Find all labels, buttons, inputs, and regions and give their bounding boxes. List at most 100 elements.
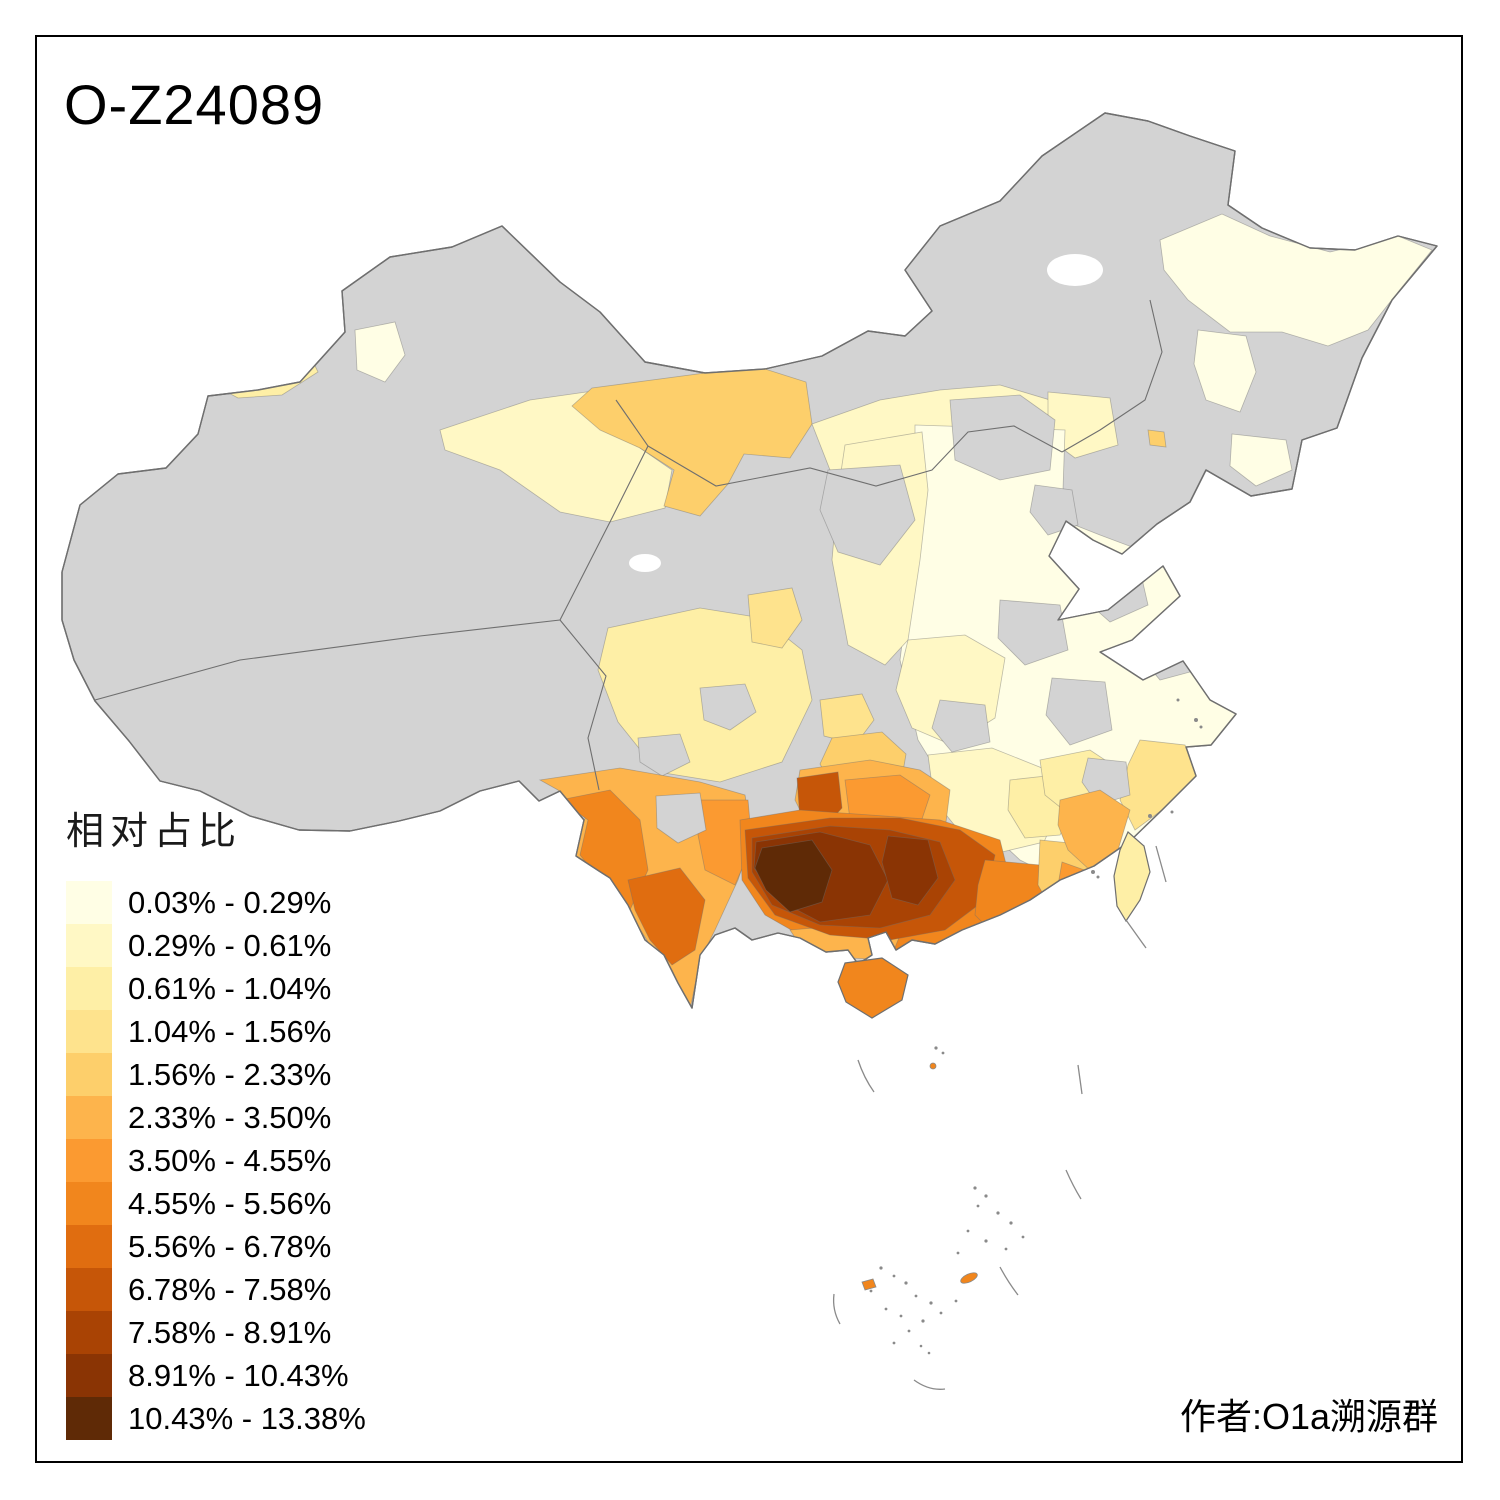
region-grey-6 (931, 699, 991, 753)
legend-swatch (66, 1354, 112, 1397)
legend-class-label: 0.61% - 1.04% (128, 970, 332, 1006)
legend-row: 0.29% - 0.61% (66, 924, 366, 967)
scs-orange-island (960, 1272, 978, 1284)
island-dot (904, 1281, 908, 1285)
region-hotspot-core (754, 839, 833, 913)
region-grey-5 (1045, 677, 1113, 746)
legend-swatch (66, 1010, 112, 1053)
region-gansu-south-orange (747, 587, 803, 649)
legend-swatch (66, 967, 112, 1010)
island-dot (1004, 1247, 1008, 1251)
legend-class-label: 0.03% - 0.29% (128, 884, 332, 920)
region-grey-8 (819, 464, 916, 566)
region-grey-10 (637, 733, 691, 777)
island-dot (954, 1299, 958, 1303)
scs-orange-island (929, 1062, 937, 1070)
island-dot (1199, 725, 1203, 729)
province-border-line (94, 619, 561, 701)
region-jilin-pale (1229, 433, 1293, 487)
region-grey-1 (949, 394, 1056, 481)
island-dot (934, 1046, 938, 1050)
legend-class-label: 10.43% - 13.38% (128, 1400, 366, 1436)
island-dot (976, 1204, 980, 1208)
legend-class-label: 2.33% - 3.50% (128, 1099, 332, 1135)
legend-row: 1.56% - 2.33% (66, 1053, 366, 1096)
island-dot (956, 1251, 960, 1255)
legend-class-label: 6.78% - 7.58% (128, 1271, 332, 1307)
island-dot (884, 1307, 888, 1311)
legend-class-label: 8.91% - 10.43% (128, 1357, 349, 1393)
island-dot (892, 1341, 896, 1345)
legend-row: 6.78% - 7.58% (66, 1268, 366, 1311)
island-dot (1148, 814, 1152, 818)
legend-class-label: 3.50% - 4.55% (128, 1142, 332, 1178)
legend-swatch (66, 1311, 112, 1354)
island-dot (907, 1329, 911, 1333)
island-dash-lines (832, 845, 1167, 1390)
region-hotspot-dark2 (881, 835, 939, 906)
south-china-sea-islands (832, 698, 1203, 1390)
legend-row: 2.33% - 3.50% (66, 1096, 366, 1139)
legend-swatch (66, 1268, 112, 1311)
legend-class-label: 5.56% - 6.78% (128, 1228, 332, 1264)
island-dot (1170, 810, 1174, 814)
province-border-line (559, 399, 649, 621)
region-ne-orange-dot (1147, 429, 1167, 448)
region-yunnan-south (627, 867, 706, 966)
legend-class-label: 7.58% - 8.91% (128, 1314, 332, 1350)
island-dot (1096, 875, 1100, 879)
region-grey-12 (1144, 639, 1191, 681)
legend-title: 相对占比 (66, 811, 243, 853)
island-dot (973, 1186, 977, 1190)
legend-class-label: 4.55% - 5.56% (128, 1185, 332, 1221)
island-dash (913, 1379, 946, 1390)
hulun-lake (1047, 254, 1103, 286)
island-dash (1125, 919, 1147, 949)
legend-class-label: 0.29% - 0.61% (128, 927, 332, 963)
island-dash (999, 1266, 1019, 1296)
legend-swatch (66, 881, 112, 924)
legend-swatch (66, 1397, 112, 1440)
china-outline (61, 112, 1438, 1009)
region-altay-dot (299, 329, 326, 349)
legend-swatch (66, 1139, 112, 1182)
legend-row: 0.03% - 0.29% (66, 881, 366, 924)
region-yunnan-east (697, 799, 753, 886)
province-border-line (1061, 299, 1163, 453)
attribution: 作者:O1a溯源群 (1179, 1396, 1438, 1437)
legend-swatch (66, 1225, 112, 1268)
province-border-lines (94, 299, 1163, 791)
island-dot (984, 1194, 988, 1198)
island-dot (966, 1229, 970, 1233)
island-dot (879, 1266, 883, 1270)
legend-row: 5.56% - 6.78% (66, 1225, 366, 1268)
legend: 相对占比 0.03% - 0.29% 0.29% - 0.61% 0.61% - 1… (66, 800, 366, 1440)
legend-swatch (66, 1053, 112, 1096)
legend-row: 1.04% - 1.56% (66, 1010, 366, 1053)
island-dot (1176, 698, 1180, 702)
qinghai-lake (629, 554, 661, 572)
legend-row: 10.43% - 13.38% (66, 1397, 366, 1440)
region-junggar-patch (354, 321, 406, 383)
island-dot (892, 1274, 896, 1278)
legend-class-label: 1.56% - 2.33% (128, 1056, 332, 1092)
legend-row: 0.61% - 1.04% (66, 967, 366, 1010)
province-border-line (647, 425, 1063, 487)
region-pearl-delta-grey (1039, 894, 1076, 929)
legend-swatch (66, 1182, 112, 1225)
legend-swatch (66, 1096, 112, 1139)
island-dash (1155, 845, 1167, 883)
scs-orange-island (861, 1278, 877, 1291)
island-dot (941, 1051, 945, 1055)
island-dash (857, 1059, 875, 1093)
island-dot (899, 1314, 903, 1318)
legend-row: 4.55% - 5.56% (66, 1182, 366, 1225)
island-dot (984, 1239, 988, 1243)
island-dot (929, 1301, 933, 1305)
region-grey-4 (997, 599, 1069, 666)
island-dot (1021, 1235, 1025, 1239)
legend-class-label: 1.04% - 1.56% (128, 1013, 332, 1049)
legend-classes: 0.03% - 0.29% 0.29% - 0.61% 0.61% - 1.04% 1… (66, 881, 366, 1440)
